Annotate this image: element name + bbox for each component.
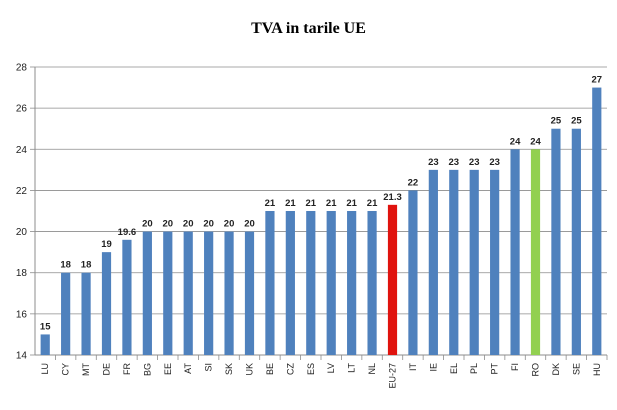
- category-label: EU-27: [388, 363, 398, 389]
- category-label: CY: [61, 363, 71, 376]
- data-label: 25: [571, 116, 582, 127]
- data-label: 27: [591, 75, 602, 86]
- data-label: 15: [40, 321, 51, 332]
- bar: [61, 272, 71, 355]
- category-label: SE: [571, 363, 581, 375]
- bar: [244, 231, 255, 355]
- category-label: SK: [224, 363, 234, 375]
- bar: [285, 211, 295, 355]
- data-label: 19.6: [118, 227, 137, 238]
- bar: [551, 128, 561, 355]
- data-label: 21: [285, 198, 296, 209]
- data-label: 24: [530, 136, 541, 147]
- category-label: DK: [551, 363, 561, 376]
- bar: [81, 272, 91, 355]
- data-label: 21.3: [383, 192, 402, 203]
- data-label: 19: [101, 239, 112, 250]
- data-label: 23: [469, 157, 480, 168]
- data-label: 21: [305, 198, 316, 209]
- category-label: IT: [408, 362, 418, 371]
- data-label: 23: [489, 157, 500, 168]
- bar: [40, 334, 50, 355]
- bar: [592, 87, 602, 356]
- category-label: NL: [367, 363, 377, 375]
- bar: [326, 211, 336, 355]
- data-label: 24: [510, 136, 521, 147]
- y-tick-label: 24: [16, 145, 28, 156]
- bar: [306, 211, 316, 355]
- bar: [490, 169, 500, 355]
- bar: [469, 169, 479, 355]
- bar: [101, 252, 112, 355]
- category-label: DE: [102, 363, 112, 376]
- y-tick-label: 18: [16, 268, 28, 279]
- category-label: BE: [265, 363, 275, 375]
- data-label: 20: [162, 219, 173, 230]
- bar: [204, 231, 214, 355]
- bar: [122, 239, 132, 355]
- category-label: SI: [204, 363, 214, 372]
- y-tick-label: 26: [16, 104, 28, 115]
- data-label: 23: [448, 157, 459, 168]
- bar: [265, 211, 275, 355]
- data-label: 21: [265, 198, 276, 209]
- bar: [530, 149, 541, 355]
- y-tick-label: 14: [16, 351, 28, 362]
- category-label: IE: [428, 363, 438, 372]
- bar: [347, 211, 357, 355]
- data-label: 20: [142, 219, 153, 230]
- bar: [142, 231, 152, 355]
- category-label: FI: [510, 363, 520, 371]
- data-label: 25: [551, 116, 562, 127]
- category-label: EL: [449, 363, 459, 374]
- data-label: 20: [203, 219, 214, 230]
- category-label: BG: [142, 363, 152, 376]
- category-label: CZ: [285, 363, 295, 375]
- category-label: LV: [326, 363, 336, 373]
- category-label: FR: [122, 363, 132, 375]
- bar: [163, 231, 173, 355]
- category-label: LU: [40, 363, 50, 375]
- y-tick-label: 16: [16, 309, 28, 320]
- category-label: PT: [490, 363, 500, 375]
- data-label: 20: [244, 219, 255, 230]
- data-label: 20: [183, 219, 194, 230]
- data-label: 21: [346, 198, 357, 209]
- data-label: 18: [81, 260, 92, 271]
- data-label: 21: [326, 198, 337, 209]
- bar: [183, 231, 193, 355]
- category-label: UK: [245, 363, 255, 376]
- bar: [428, 169, 438, 355]
- bar: [387, 204, 398, 355]
- category-label: ES: [306, 363, 316, 375]
- bar: [224, 231, 234, 355]
- category-label: PL: [469, 363, 479, 374]
- bar: [510, 149, 520, 355]
- bar: [367, 211, 377, 355]
- y-tick-label: 20: [16, 227, 28, 238]
- category-label: EE: [163, 363, 173, 375]
- bar: [449, 169, 459, 355]
- data-label: 20: [224, 219, 235, 230]
- data-label: 18: [60, 260, 71, 271]
- bar: [408, 190, 418, 355]
- category-label: MT: [81, 363, 91, 376]
- category-label: LT: [347, 363, 357, 373]
- category-label: AT: [183, 363, 193, 374]
- chart-title: TVA in tarile UE: [251, 20, 366, 37]
- data-label: 21: [367, 198, 378, 209]
- data-label: 23: [428, 157, 439, 168]
- category-label: RO: [531, 363, 541, 377]
- data-label: 22: [408, 177, 419, 188]
- category-label: HU: [592, 363, 602, 376]
- y-tick-label: 22: [16, 186, 28, 197]
- y-tick-label: 28: [16, 63, 28, 74]
- bar: [571, 128, 581, 355]
